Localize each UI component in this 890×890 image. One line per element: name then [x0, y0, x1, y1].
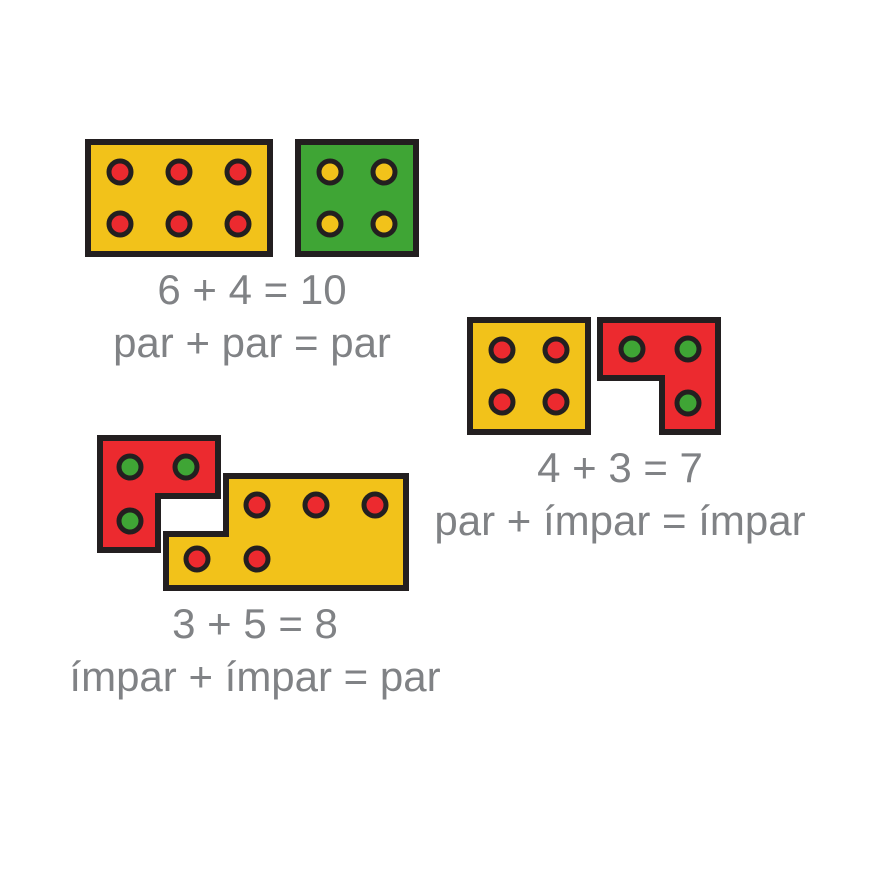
- caption-g3: 3 + 5 = 8ímpar + ímpar = par: [40, 598, 470, 703]
- block-group-g1: [84, 138, 424, 258]
- caption-g2: 4 + 3 = 7par + ímpar = ímpar: [400, 442, 840, 547]
- block-shape: [298, 142, 416, 254]
- dot: [305, 494, 327, 516]
- block-shape: [600, 320, 718, 432]
- rule-text: ímpar + ímpar = par: [40, 651, 470, 704]
- caption-g1: 6 + 4 = 10par + par = par: [67, 264, 437, 369]
- dot: [227, 213, 249, 235]
- dot: [186, 548, 208, 570]
- rule-text: par + par = par: [67, 317, 437, 370]
- block-group-g3: [96, 434, 412, 592]
- dot: [227, 161, 249, 183]
- blocks-svg: [96, 434, 412, 592]
- dot: [491, 391, 513, 413]
- equation-text: 4 + 3 = 7: [400, 442, 840, 495]
- dot: [373, 213, 395, 235]
- dot: [491, 339, 513, 361]
- equation-text: 6 + 4 = 10: [67, 264, 437, 317]
- equation-text: 3 + 5 = 8: [40, 598, 470, 651]
- dot: [545, 391, 567, 413]
- dot: [364, 494, 386, 516]
- dot: [621, 338, 643, 360]
- rule-text: par + ímpar = ímpar: [400, 495, 840, 548]
- dot: [168, 161, 190, 183]
- dot: [246, 548, 268, 570]
- dot: [109, 161, 131, 183]
- dot: [168, 213, 190, 235]
- block-group-g2: [466, 316, 746, 436]
- dot: [109, 213, 131, 235]
- dot: [677, 338, 699, 360]
- dot: [373, 161, 395, 183]
- block-shape: [470, 320, 588, 432]
- blocks-svg: [84, 138, 424, 258]
- dot: [119, 456, 141, 478]
- dot: [677, 392, 699, 414]
- dot: [319, 161, 341, 183]
- dot: [319, 213, 341, 235]
- dot: [175, 456, 197, 478]
- dot: [246, 494, 268, 516]
- blocks-svg: [466, 316, 746, 436]
- dot: [545, 339, 567, 361]
- dot: [119, 510, 141, 532]
